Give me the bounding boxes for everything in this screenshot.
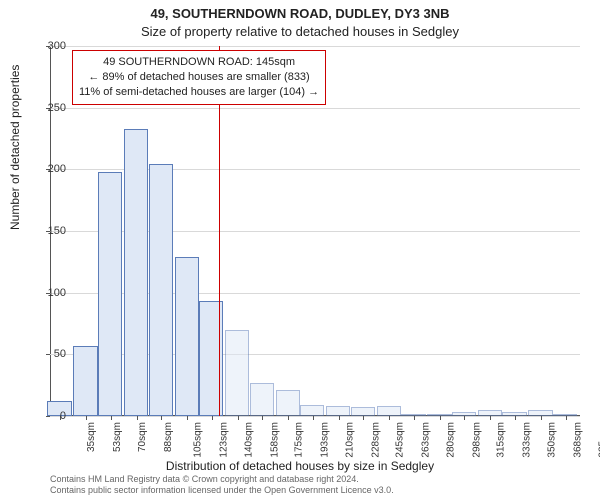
xtick-label: 228sqm bbox=[370, 422, 381, 458]
xtick-mark bbox=[137, 416, 138, 420]
xtick-mark bbox=[414, 416, 415, 420]
copyright-line-1: Contains HM Land Registry data © Crown c… bbox=[50, 474, 394, 485]
xtick-mark bbox=[238, 416, 239, 420]
chart-title-sub: Size of property relative to detached ho… bbox=[0, 24, 600, 39]
xtick-mark bbox=[212, 416, 213, 420]
annotation-line: ← 89% of detached houses are smaller (83… bbox=[79, 70, 319, 85]
histogram-bar bbox=[98, 172, 122, 416]
xtick-mark bbox=[262, 416, 263, 420]
histogram-bar bbox=[250, 383, 274, 416]
xtick-label: 263sqm bbox=[421, 422, 432, 458]
xtick-label: 70sqm bbox=[137, 422, 148, 452]
ytick-label: 50 bbox=[54, 348, 66, 360]
histogram-bar bbox=[377, 406, 401, 416]
xtick-label: 140sqm bbox=[243, 422, 254, 458]
grid-line bbox=[50, 46, 580, 47]
xtick-label: 53sqm bbox=[112, 422, 123, 452]
xtick-mark bbox=[515, 416, 516, 420]
xtick-label: 158sqm bbox=[269, 422, 280, 458]
ytick-mark bbox=[46, 354, 50, 355]
ytick-mark bbox=[46, 416, 50, 417]
histogram-bar bbox=[149, 164, 173, 416]
histogram-bar bbox=[225, 330, 249, 416]
xtick-label: 298sqm bbox=[471, 422, 482, 458]
xtick-label: 350sqm bbox=[547, 422, 558, 458]
histogram-bar bbox=[124, 129, 148, 416]
xtick-mark bbox=[440, 416, 441, 420]
y-axis-label: Number of detached properties bbox=[8, 65, 22, 230]
histogram-bar bbox=[175, 257, 199, 416]
grid-line bbox=[50, 108, 580, 109]
xtick-mark bbox=[161, 416, 162, 420]
ytick-label: 300 bbox=[48, 40, 66, 52]
ytick-label: 250 bbox=[48, 102, 66, 114]
xtick-mark bbox=[339, 416, 340, 420]
grid-line bbox=[50, 416, 580, 417]
ytick-label: 0 bbox=[60, 410, 66, 422]
ytick-label: 100 bbox=[48, 287, 66, 299]
x-axis-label: Distribution of detached houses by size … bbox=[0, 459, 600, 473]
histogram-bar bbox=[73, 346, 97, 416]
histogram-bar bbox=[300, 405, 324, 416]
chart-title-main: 49, SOUTHERNDOWN ROAD, DUDLEY, DY3 3NB bbox=[0, 6, 600, 21]
xtick-mark bbox=[363, 416, 364, 420]
ytick-label: 150 bbox=[48, 225, 66, 237]
annotation-line: 49 SOUTHERNDOWN ROAD: 145sqm bbox=[79, 55, 319, 70]
ytick-label: 200 bbox=[48, 163, 66, 175]
xtick-label: 123sqm bbox=[219, 422, 230, 458]
xtick-label: 105sqm bbox=[193, 422, 204, 458]
xtick-label: 368sqm bbox=[573, 422, 584, 458]
xtick-mark bbox=[541, 416, 542, 420]
xtick-mark bbox=[490, 416, 491, 420]
xtick-mark bbox=[389, 416, 390, 420]
xtick-label: 245sqm bbox=[395, 422, 406, 458]
xtick-label: 210sqm bbox=[344, 422, 355, 458]
copyright-text: Contains HM Land Registry data © Crown c… bbox=[50, 474, 394, 496]
xtick-label: 88sqm bbox=[163, 422, 174, 452]
xtick-mark bbox=[313, 416, 314, 420]
xtick-mark bbox=[187, 416, 188, 420]
annotation-box: 49 SOUTHERNDOWN ROAD: 145sqm← 89% of det… bbox=[72, 50, 326, 105]
xtick-mark bbox=[111, 416, 112, 420]
xtick-label: 333sqm bbox=[522, 422, 533, 458]
histogram-bar bbox=[276, 390, 300, 416]
xtick-mark bbox=[288, 416, 289, 420]
copyright-line-2: Contains public sector information licen… bbox=[50, 485, 394, 496]
xtick-label: 193sqm bbox=[320, 422, 331, 458]
histogram-bar bbox=[351, 407, 375, 416]
xtick-label: 280sqm bbox=[446, 422, 457, 458]
annotation-line: 11% of semi-detached houses are larger (… bbox=[79, 85, 319, 100]
xtick-mark bbox=[464, 416, 465, 420]
histogram-bar bbox=[326, 406, 350, 416]
xtick-mark bbox=[86, 416, 87, 420]
xtick-label: 175sqm bbox=[294, 422, 305, 458]
xtick-label: 35sqm bbox=[86, 422, 97, 452]
xtick-label: 315sqm bbox=[496, 422, 507, 458]
xtick-mark bbox=[566, 416, 567, 420]
